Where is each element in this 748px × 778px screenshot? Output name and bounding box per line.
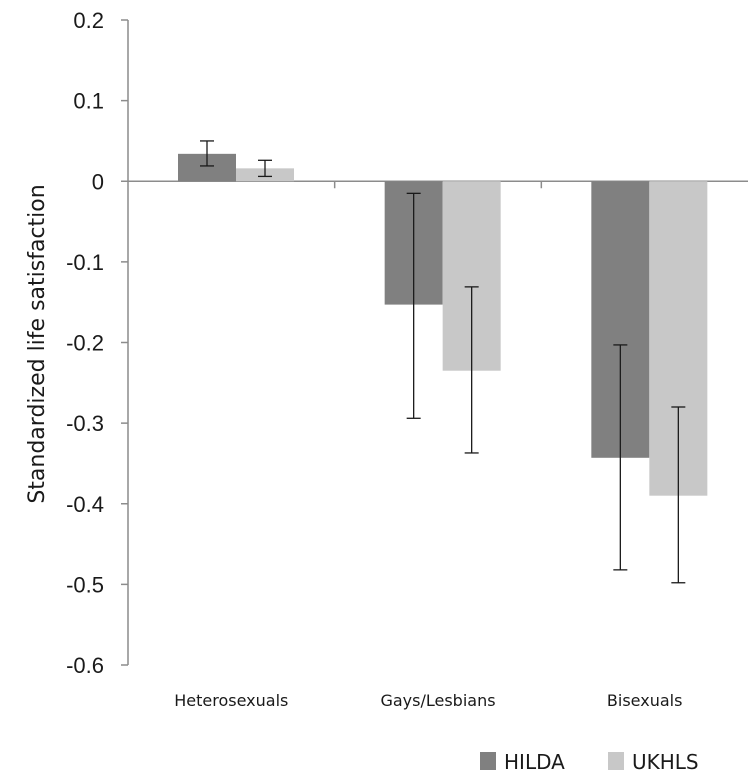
bars — [178, 153, 708, 496]
y-axis-title: Standardized life satisfaction — [25, 184, 50, 503]
y-tick-label: -0.1 — [66, 250, 104, 275]
y-tick-label: 0.2 — [73, 8, 104, 33]
y-axis: 0.2 0.1 0 -0.1 -0.2 -0.3 -0.4 -0.5 -0.6 — [66, 8, 129, 678]
legend-swatch-ukhls — [608, 752, 624, 770]
y-tick-label: -0.2 — [66, 331, 104, 356]
error-bars — [200, 140, 686, 584]
y-tick-label: -0.6 — [66, 653, 104, 678]
y-tick-label: 0.1 — [73, 89, 104, 114]
x-category-label: Gays/Lesbians — [380, 691, 495, 710]
legend-label-ukhls: UKHLS — [632, 750, 699, 774]
y-tick-label: -0.5 — [66, 572, 104, 597]
x-category-label: Bisexuals — [607, 691, 683, 710]
y-tick-label: 0 — [92, 169, 104, 194]
legend-swatch-hilda — [480, 752, 496, 770]
legend-label-hilda: HILDA — [504, 750, 565, 774]
x-category-label: Heterosexuals — [174, 691, 288, 710]
y-tick-label: -0.3 — [66, 411, 104, 436]
y-tick-label: -0.4 — [66, 492, 104, 517]
legend: HILDA UKHLS — [480, 750, 699, 774]
